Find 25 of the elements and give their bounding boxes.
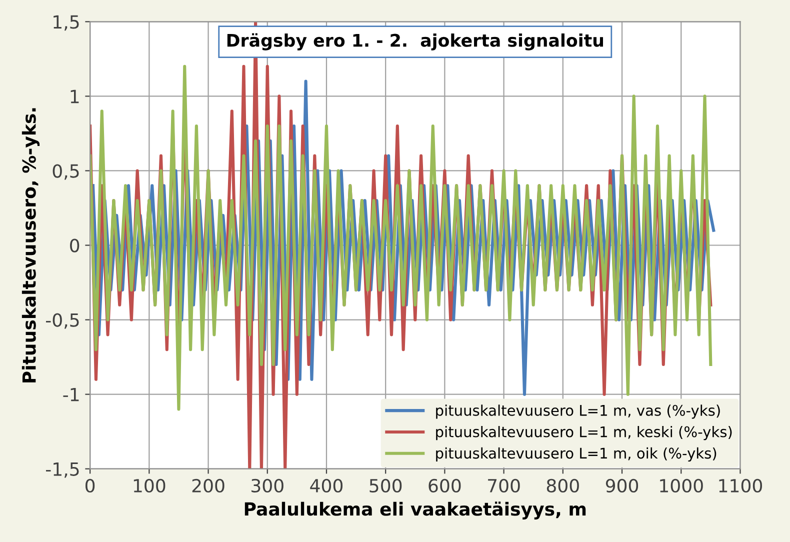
y-tick-label: -1 — [63, 388, 79, 402]
x-tick-label: 200 — [192, 478, 224, 493]
text: Drägsby ero 1. - 2. ajokerta signaloitu — [227, 33, 604, 50]
x-tick-label: 700 — [488, 478, 520, 493]
legend-label: pituuskaltevuusero L=1 m, oik (%-yks) — [436, 447, 716, 462]
y-tick-label: 0 — [70, 238, 80, 252]
x-tick-label: 800 — [546, 478, 579, 493]
y-tick-label: 1 — [70, 90, 79, 104]
x-tick-label: 1000 — [660, 478, 703, 493]
x-tick-label: 900 — [606, 478, 638, 493]
x-tick-label: 100 — [134, 478, 166, 493]
y-tick-label: -0,5 — [46, 313, 79, 329]
y-tick-label: 0,5 — [52, 164, 79, 180]
x-tick-label: 300 — [252, 478, 284, 493]
x-axis-title: Paalulukema eli vaakaetäisyys, m — [244, 502, 586, 520]
x-tick-label: 0 — [86, 478, 95, 493]
legend-label: pituuskaltevuusero L=1 m, vas (%-yks) — [436, 404, 720, 419]
x-tick-label: 1100 — [719, 478, 762, 493]
x-tick-label: 400 — [310, 478, 343, 493]
y-tick-label: -1,5 — [46, 462, 79, 478]
y-tick-label: 1,5 — [54, 15, 79, 31]
x-tick-label: 600 — [428, 478, 461, 493]
legend-label: pituuskaltevuusero L=1 m, keski (%-yks) — [436, 426, 732, 440]
y-axis-title: Pituuskaltevuusero, %-yks. — [22, 108, 40, 382]
x-tick-label: 500 — [370, 478, 402, 493]
